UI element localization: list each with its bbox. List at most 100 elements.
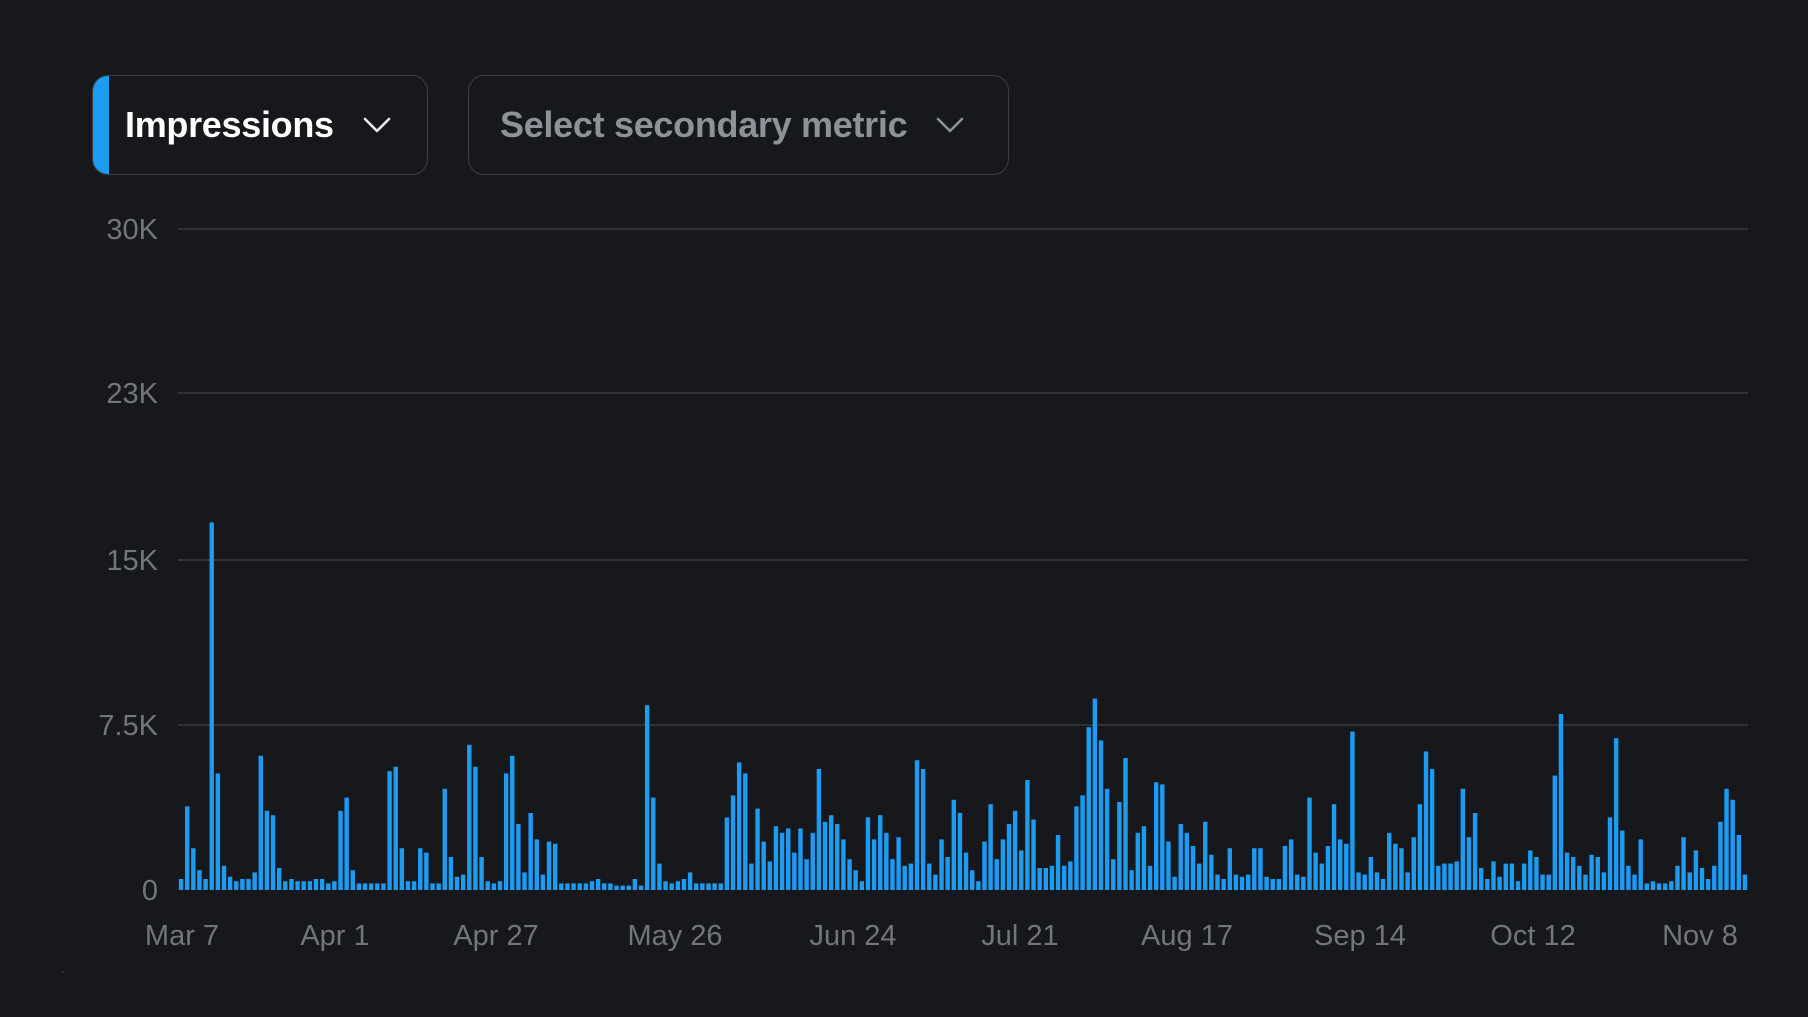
bar[interactable] [927, 863, 932, 890]
bar[interactable] [853, 870, 858, 890]
bar[interactable] [1503, 863, 1508, 890]
bar[interactable] [1454, 861, 1459, 890]
bar[interactable] [669, 883, 674, 890]
bar[interactable] [234, 881, 239, 890]
bar[interactable] [1613, 738, 1619, 890]
bar[interactable] [252, 872, 257, 890]
bar[interactable] [743, 773, 748, 890]
bar[interactable] [1479, 868, 1484, 890]
bar[interactable] [1184, 832, 1190, 890]
bar[interactable] [1718, 821, 1723, 890]
bar[interactable] [1331, 804, 1337, 890]
bar[interactable] [1172, 876, 1177, 890]
bar[interactable] [479, 857, 484, 890]
bar[interactable] [755, 808, 760, 890]
bar[interactable] [871, 839, 877, 890]
bar[interactable] [804, 859, 809, 890]
bar[interactable] [902, 865, 907, 890]
bar[interactable] [1270, 879, 1275, 890]
bar[interactable] [1012, 810, 1018, 890]
bar[interactable] [1356, 872, 1361, 890]
bar[interactable] [914, 760, 920, 890]
bar[interactable] [1632, 874, 1637, 890]
bar[interactable] [1460, 788, 1466, 890]
bar[interactable] [1092, 698, 1098, 890]
bar[interactable] [1534, 857, 1539, 890]
bar[interactable] [957, 813, 963, 890]
bar[interactable] [344, 797, 349, 890]
bar[interactable] [240, 879, 245, 890]
bar[interactable] [1233, 874, 1239, 890]
bar[interactable] [1117, 802, 1122, 890]
bar[interactable] [859, 881, 865, 890]
bar[interactable] [663, 881, 668, 890]
bar[interactable] [694, 883, 699, 890]
bar[interactable] [503, 773, 509, 890]
bar[interactable] [1589, 854, 1594, 890]
bar[interactable] [1147, 865, 1153, 890]
bar[interactable] [1301, 876, 1306, 890]
bar[interactable] [301, 881, 306, 890]
bar[interactable] [890, 859, 895, 890]
bar[interactable] [393, 766, 398, 890]
bar[interactable] [221, 865, 227, 890]
bar[interactable] [816, 769, 822, 890]
bar[interactable] [1466, 837, 1472, 890]
bar[interactable] [1448, 863, 1453, 890]
bar[interactable] [1252, 848, 1257, 890]
bar[interactable] [454, 876, 460, 890]
bar[interactable] [657, 863, 662, 890]
bar[interactable] [712, 883, 717, 890]
bar[interactable] [313, 879, 319, 890]
bar[interactable] [1712, 865, 1717, 890]
bar[interactable] [1399, 848, 1404, 890]
bar[interactable] [1546, 874, 1551, 890]
bar[interactable] [528, 813, 533, 890]
bar[interactable] [1153, 782, 1159, 890]
bar[interactable] [638, 885, 644, 890]
bar[interactable] [1442, 863, 1447, 890]
bar[interactable] [1497, 876, 1502, 890]
bar[interactable] [730, 795, 736, 890]
bar[interactable] [1074, 806, 1079, 890]
bar[interactable] [896, 837, 901, 890]
bar[interactable] [786, 828, 791, 890]
bar[interactable] [1061, 865, 1067, 890]
bar[interactable] [1227, 848, 1232, 890]
bar[interactable] [405, 881, 411, 890]
bar[interactable] [1650, 881, 1656, 890]
bar[interactable] [1656, 883, 1662, 890]
bar[interactable] [473, 766, 478, 890]
bar[interactable] [644, 705, 650, 890]
bar[interactable] [319, 879, 325, 890]
bar[interactable] [1080, 795, 1085, 890]
bar[interactable] [1141, 826, 1147, 890]
bar[interactable] [1509, 863, 1515, 890]
bar[interactable] [1086, 727, 1091, 890]
bar[interactable] [1282, 846, 1288, 890]
bar[interactable] [565, 883, 570, 890]
bar[interactable] [884, 832, 889, 890]
bar[interactable] [675, 881, 681, 890]
primary-metric-dropdown[interactable]: Impressions [92, 75, 428, 175]
bar[interactable] [1607, 817, 1613, 890]
bar[interactable] [326, 883, 331, 890]
bar[interactable] [1319, 863, 1324, 890]
bar[interactable] [626, 885, 631, 890]
bar[interactable] [1558, 714, 1564, 890]
bar[interactable] [589, 881, 595, 890]
bar[interactable] [681, 879, 687, 890]
bar[interactable] [356, 883, 362, 890]
bar[interactable] [1368, 857, 1374, 890]
bar[interactable] [1362, 874, 1367, 890]
bar[interactable] [1313, 852, 1318, 890]
bar[interactable] [779, 832, 785, 890]
bar[interactable] [1528, 850, 1533, 890]
bar[interactable] [1429, 769, 1435, 890]
bar[interactable] [1104, 788, 1110, 890]
bar[interactable] [375, 883, 380, 890]
bar[interactable] [522, 872, 527, 890]
bar[interactable] [399, 848, 405, 890]
bar[interactable] [559, 883, 564, 890]
bar[interactable] [1699, 868, 1705, 890]
